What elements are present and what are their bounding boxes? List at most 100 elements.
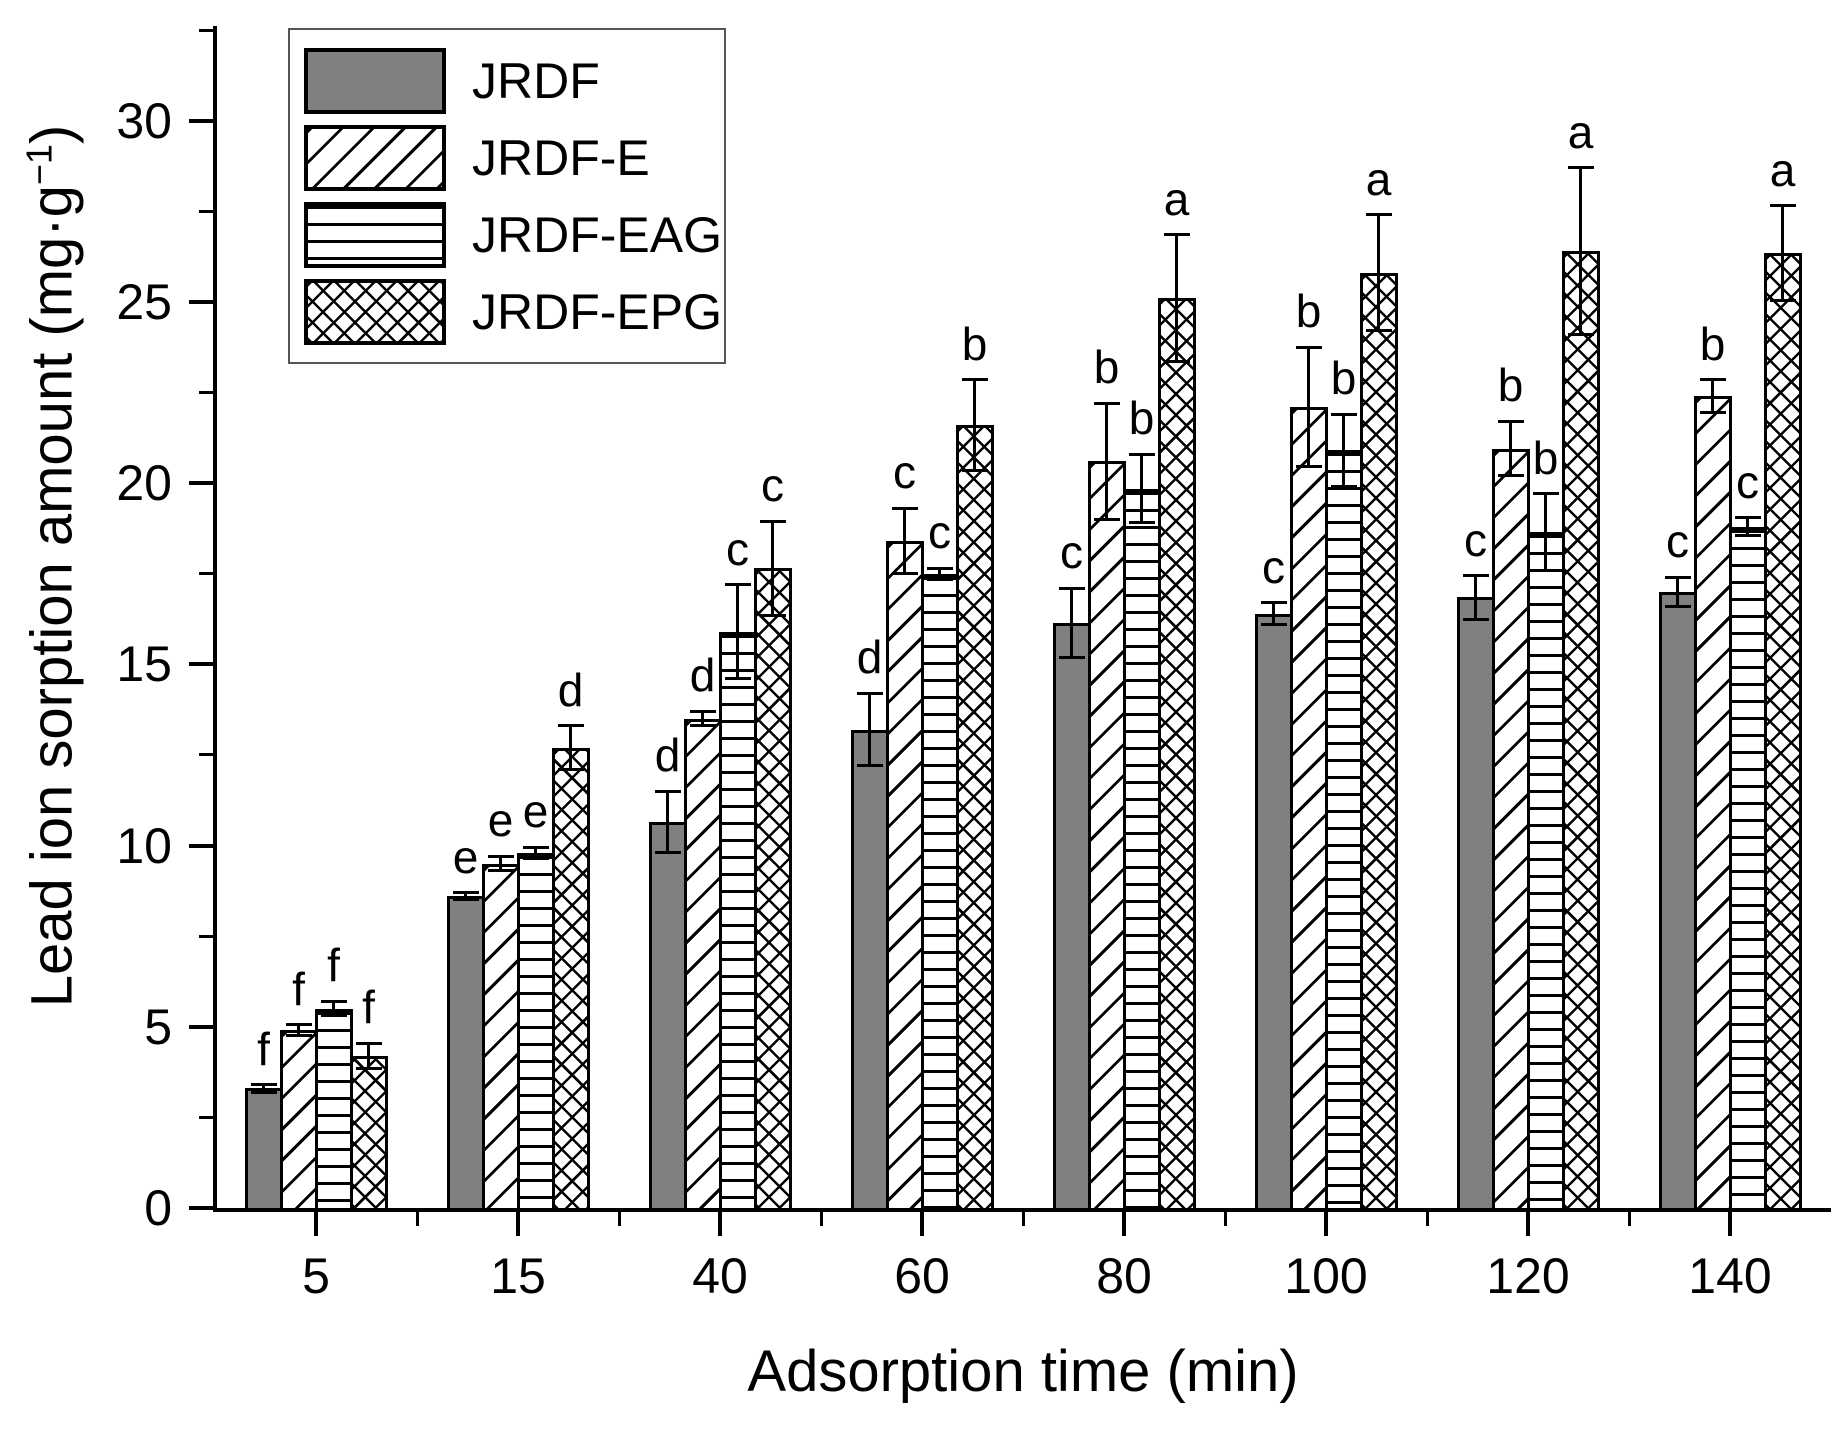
bar-jrdf-epg-140min	[1763, 252, 1802, 1211]
significance-letter: e	[522, 785, 549, 838]
x-tick-major	[1324, 1212, 1328, 1236]
y-tick-major	[189, 299, 213, 304]
x-tick-label: 40	[692, 1248, 748, 1304]
significance-letter: f	[327, 939, 340, 992]
error-bar	[938, 568, 941, 580]
error-cap-top	[1664, 575, 1691, 579]
y-tick-major	[189, 662, 213, 667]
bar-jrdf-e-80min	[1087, 461, 1126, 1211]
legend-label: JRDF	[472, 52, 600, 109]
x-tick-label: 120	[1486, 1248, 1570, 1304]
bar-jrdf-40min	[648, 821, 687, 1211]
error-cap-top	[1295, 345, 1322, 349]
error-cap-bottom	[654, 851, 681, 855]
y-tick-label: 25	[116, 273, 172, 330]
y-tick-minor	[199, 390, 213, 394]
error-cap-top	[452, 891, 479, 895]
x-axis-title: Adsorption time (min)	[747, 1339, 1299, 1404]
significance-letter: c	[928, 506, 951, 559]
legend-swatch-solid-gray-icon	[304, 47, 446, 114]
legend-label: JRDF-EPG	[472, 283, 722, 340]
error-cap-top	[1567, 166, 1594, 170]
error-bar	[666, 791, 669, 853]
bar-jrdf-eag-15min	[516, 852, 555, 1211]
error-cap-top	[487, 854, 514, 858]
significance-letter: b	[1497, 359, 1524, 412]
y-tick-label: 30	[116, 92, 172, 149]
error-cap-top	[1734, 516, 1761, 519]
y-tick-minor	[199, 209, 213, 213]
significance-letter: c	[893, 446, 916, 499]
error-bar	[903, 508, 906, 574]
significance-letter: b	[961, 317, 988, 370]
y-tick-label: 5	[144, 998, 172, 1055]
error-cap-bottom	[522, 856, 549, 860]
bar-jrdf-epg-15min	[551, 747, 590, 1211]
error-bar	[332, 1001, 335, 1016]
significance-letter: b	[1295, 285, 1322, 338]
error-cap-top	[759, 519, 786, 523]
error-cap-top	[250, 1083, 277, 1087]
error-cap-top	[320, 999, 347, 1003]
error-cap-top	[1093, 401, 1120, 405]
error-bar	[297, 1024, 300, 1036]
significance-letter: d	[557, 663, 584, 716]
legend-label: JRDF-EAG	[472, 206, 722, 263]
legend-item-jrdf: JRDF	[304, 42, 710, 119]
error-bar	[262, 1084, 265, 1092]
error-cap-top	[1699, 378, 1726, 382]
y-tick-major	[189, 1024, 213, 1029]
error-bar	[1175, 234, 1178, 362]
error-bar	[736, 584, 739, 679]
error-bar	[1070, 588, 1073, 658]
significance-letter: e	[452, 830, 479, 883]
error-cap-bottom	[487, 869, 514, 873]
significance-letter: e	[487, 794, 514, 847]
bar-jrdf-epg-100min	[1359, 272, 1398, 1211]
significance-letter: d	[654, 729, 681, 782]
significance-letter: f	[362, 981, 375, 1034]
error-bar	[464, 892, 467, 900]
error-cap-bottom	[1664, 604, 1691, 608]
x-tick-major	[516, 1212, 520, 1236]
bar-jrdf-5min	[244, 1088, 283, 1211]
error-bar	[569, 725, 572, 770]
error-bar	[1711, 379, 1714, 413]
y-tick-minor	[199, 28, 213, 32]
error-cap-bottom	[759, 613, 786, 617]
error-bar	[367, 1043, 370, 1069]
bar-jrdf-e-40min	[683, 718, 722, 1211]
x-tick-major	[1122, 1212, 1126, 1236]
significance-letter: c	[1060, 526, 1083, 579]
significance-letter: c	[1262, 540, 1285, 593]
error-cap-top	[1330, 412, 1357, 416]
x-tick-label: 15	[490, 1248, 546, 1304]
y-tick-label: 20	[116, 455, 172, 512]
x-tick-label: 140	[1688, 1248, 1772, 1304]
y-axis-line	[213, 26, 217, 1212]
error-cap-bottom	[1163, 360, 1190, 364]
y-tick-minor	[199, 572, 213, 576]
bar-jrdf-e-15min	[481, 863, 520, 1211]
error-cap-bottom	[1330, 485, 1357, 489]
legend-swatch-horizontal-lines-icon	[304, 201, 446, 268]
error-cap-bottom	[1769, 298, 1796, 302]
x-tick-label: 100	[1284, 1248, 1368, 1304]
significance-letter: c	[726, 522, 749, 575]
bar-jrdf-eag-60min	[920, 573, 959, 1211]
bar-jrdf-eag-140min	[1728, 526, 1767, 1211]
x-tick-label: 5	[302, 1248, 330, 1304]
error-cap-bottom	[1567, 332, 1594, 336]
error-bar	[1781, 205, 1784, 301]
y-tick-major	[189, 843, 213, 848]
error-cap-bottom	[1260, 622, 1287, 626]
error-cap-top	[1769, 204, 1796, 208]
legend: JRDF JRDF-E JRDF-EAG JRDF-EPG	[288, 28, 726, 364]
error-bar	[868, 693, 871, 766]
significance-letter: c	[1666, 515, 1689, 568]
error-cap-top	[1365, 213, 1392, 217]
bar-jrdf-epg-5min	[349, 1055, 388, 1211]
error-bar	[499, 856, 502, 871]
significance-letter: a	[1567, 105, 1594, 158]
